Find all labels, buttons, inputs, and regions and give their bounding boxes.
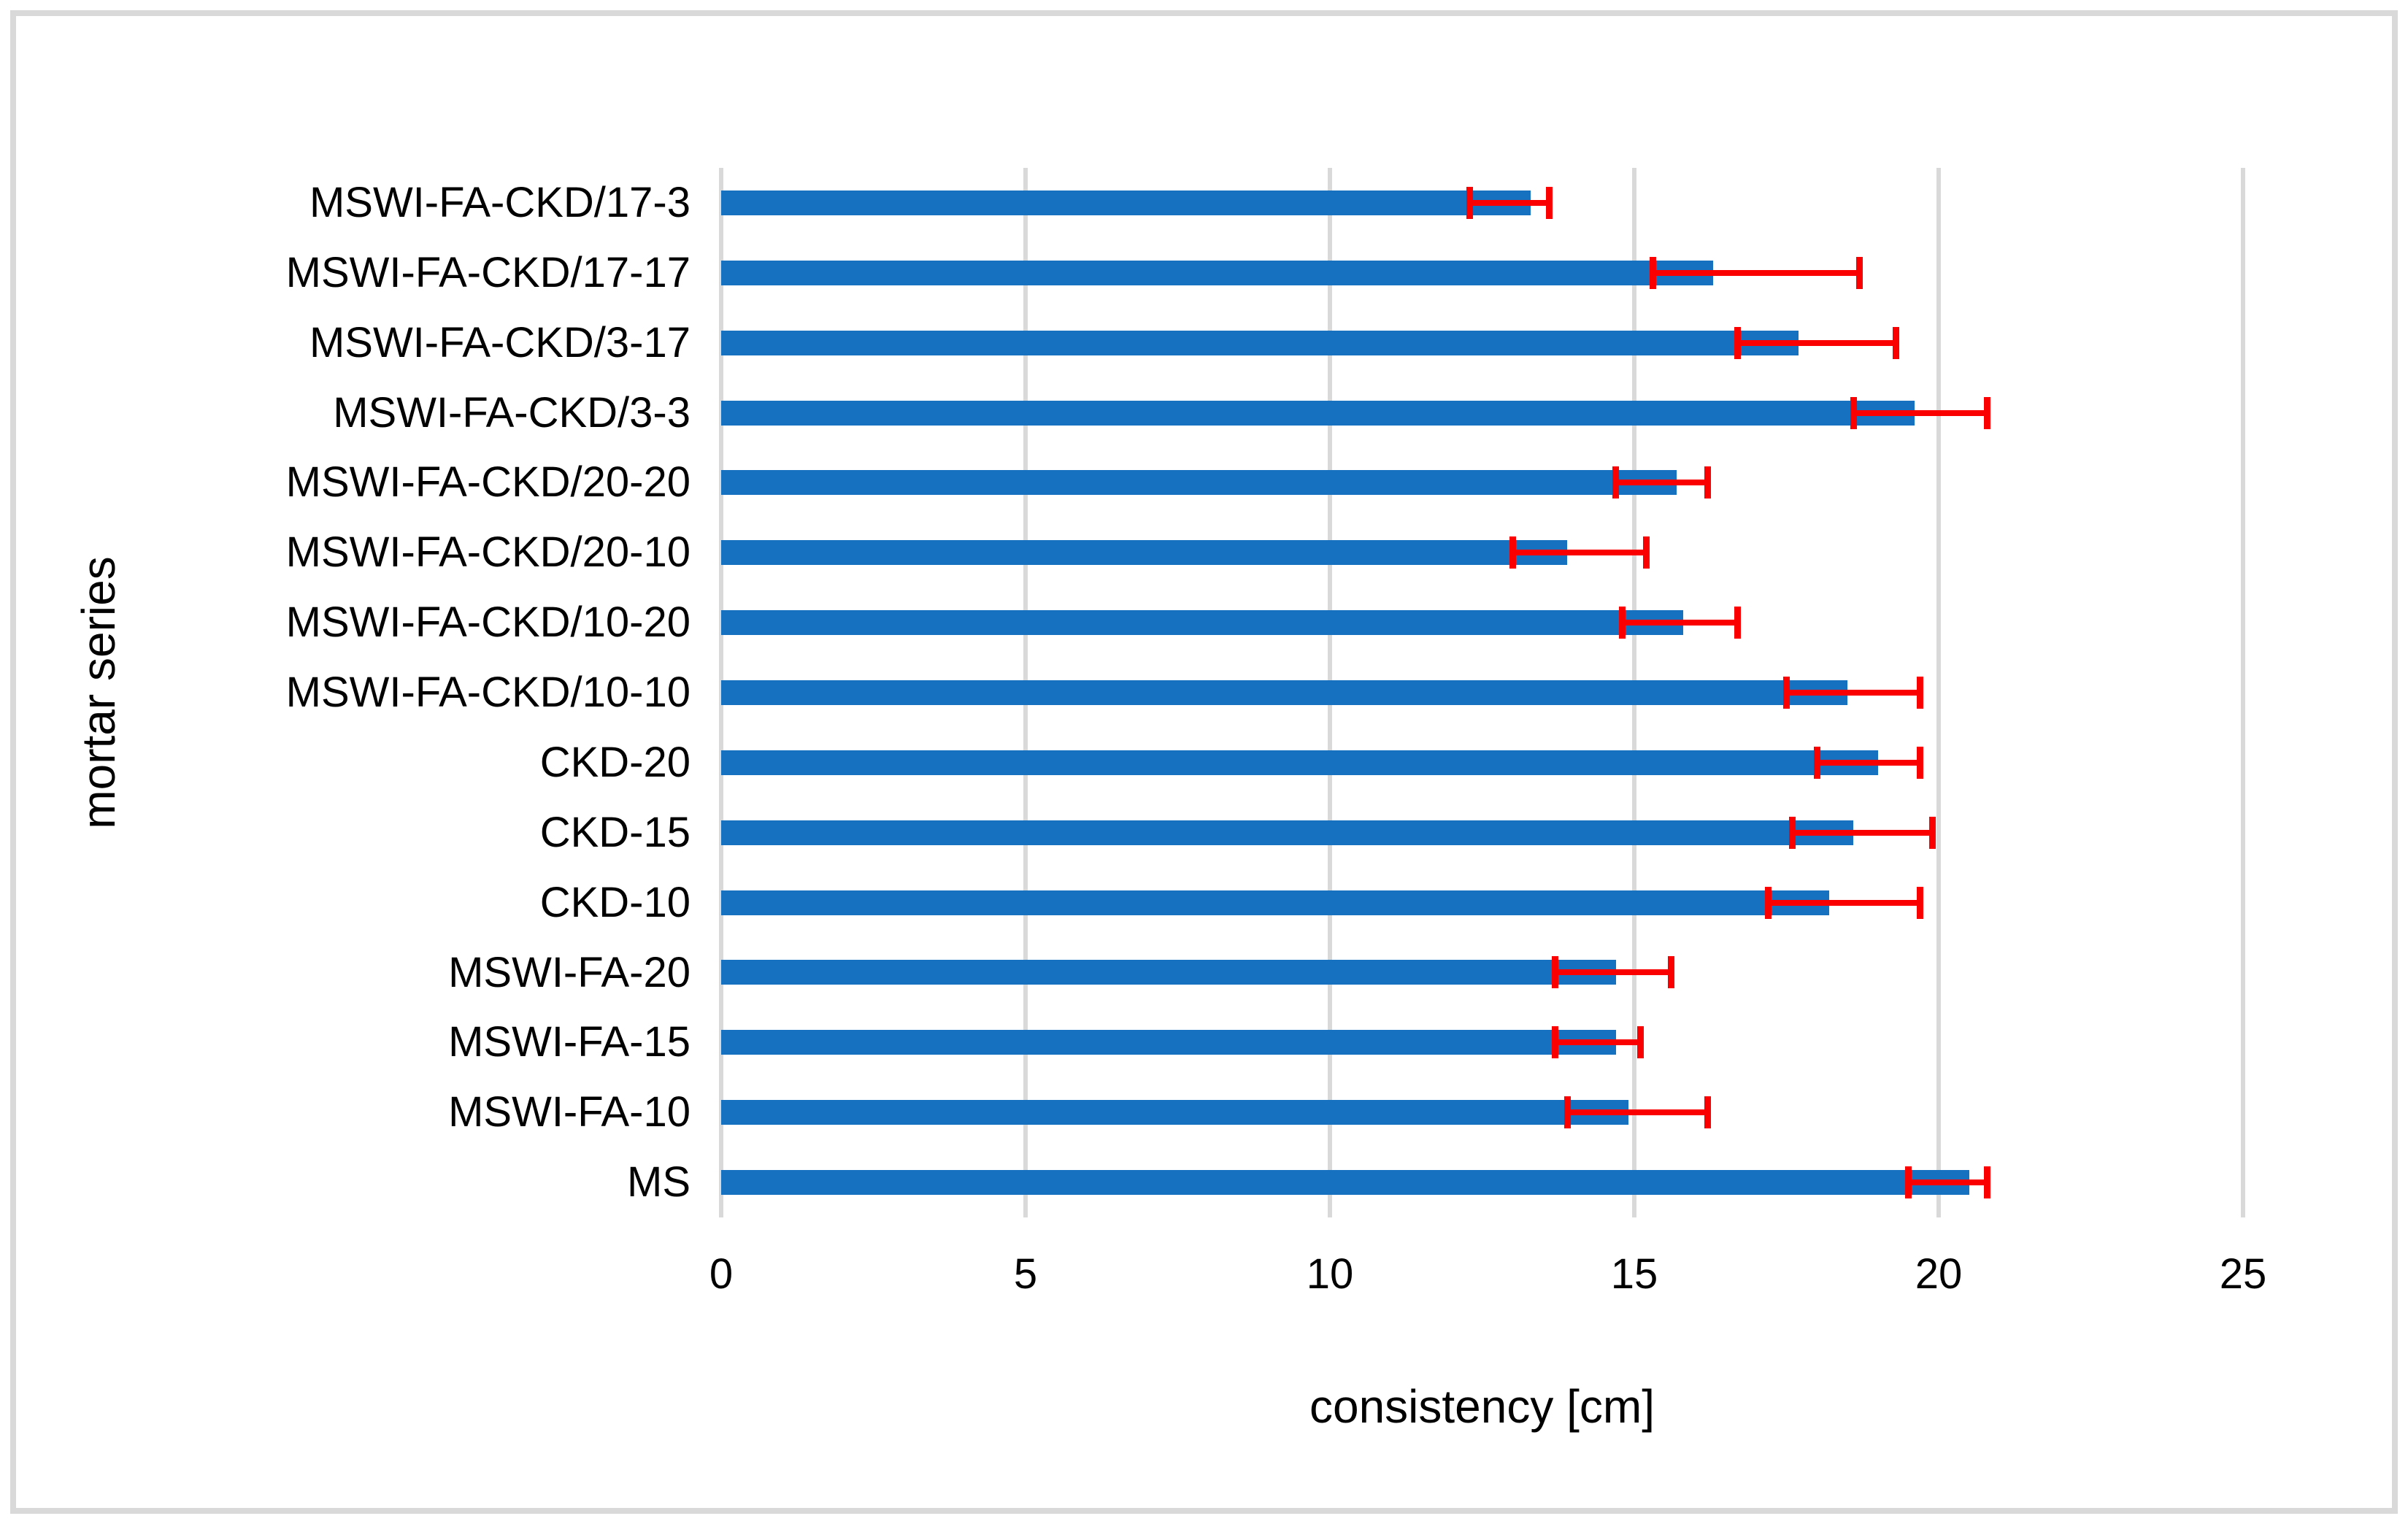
category-label-MSWI-FA-CKD/20-10: MSWI-FA-CKD/20-10 bbox=[285, 528, 691, 577]
category-label-MSWI-FA-CKD/17-17: MSWI-FA-CKD/17-17 bbox=[285, 248, 691, 296]
error-bar-cap-high-MSWI-FA-CKD/20-20 bbox=[1704, 466, 1711, 499]
error-bar-cap-low-MSWI-FA-20 bbox=[1552, 956, 1559, 989]
category-label-MSWI-FA-CKD/17-3: MSWI-FA-CKD/17-3 bbox=[309, 179, 691, 226]
error-bar-line-MSWI-FA-20 bbox=[1555, 969, 1672, 976]
error-bar-cap-high-MSWI-FA-CKD/3-17 bbox=[1893, 326, 1900, 359]
bar-MSWI-FA-CKD/17-3 bbox=[721, 190, 1531, 215]
error-bar-cap-high-CKD-20 bbox=[1917, 746, 1924, 779]
error-bar-cap-low-CKD-15 bbox=[1789, 816, 1796, 849]
error-bar-cap-low-MSWI-FA-10 bbox=[1563, 1096, 1571, 1129]
category-label-MSWI-FA-20: MSWI-FA-20 bbox=[448, 948, 691, 996]
x-tick-label-0: 0 bbox=[709, 1250, 734, 1298]
chart-outer-border bbox=[10, 10, 2398, 1514]
category-label-MSWI-FA-CKD/3-17: MSWI-FA-CKD/3-17 bbox=[309, 318, 691, 366]
error-bar-cap-low-MSWI-FA-CKD/10-10 bbox=[1783, 677, 1790, 709]
error-bar-cap-low-CKD-10 bbox=[1764, 886, 1772, 919]
error-bar-cap-high-MSWI-FA-CKD/10-10 bbox=[1917, 677, 1924, 709]
error-bar-cap-low-MS bbox=[1904, 1166, 1912, 1199]
x-tick-label-15: 15 bbox=[1610, 1250, 1658, 1298]
error-bar-cap-high-MSWI-FA-CKD/17-17 bbox=[1856, 256, 1863, 289]
error-bar-line-MSWI-FA-CKD/17-3 bbox=[1469, 199, 1550, 206]
x-tick-label-10: 10 bbox=[1306, 1250, 1354, 1298]
error-bar-cap-low-MSWI-FA-CKD/20-10 bbox=[1509, 536, 1516, 569]
bar-MSWI-FA-20 bbox=[721, 960, 1616, 985]
error-bar-line-MSWI-FA-CKD/10-10 bbox=[1786, 690, 1920, 696]
bar-CKD-20 bbox=[721, 750, 1878, 775]
bar-CKD-10 bbox=[721, 890, 1829, 915]
bar-MSWI-FA-CKD/3-3 bbox=[721, 400, 1915, 426]
error-bar-line-CKD-15 bbox=[1792, 829, 1933, 836]
error-bar-line-MSWI-FA-10 bbox=[1567, 1109, 1708, 1116]
error-bar-cap-low-MSWI-FA-15 bbox=[1552, 1026, 1559, 1059]
bar-MS bbox=[721, 1170, 1969, 1196]
category-label-MSWI-FA-15: MSWI-FA-15 bbox=[448, 1018, 691, 1066]
category-label-CKD-20: CKD-20 bbox=[539, 738, 691, 786]
error-bar-line-MSWI-FA-CKD/10-20 bbox=[1622, 620, 1738, 626]
bar-MSWI-FA-CKD/20-10 bbox=[721, 540, 1568, 566]
error-bar-cap-low-MSWI-FA-CKD/10-20 bbox=[1618, 607, 1626, 639]
category-label-MSWI-FA-CKD/10-10: MSWI-FA-CKD/10-10 bbox=[285, 669, 691, 717]
error-bar-cap-high-MSWI-FA-20 bbox=[1667, 956, 1674, 989]
gridline-x-20 bbox=[1936, 168, 1941, 1217]
error-bar-line-MSWI-FA-CKD/17-17 bbox=[1653, 269, 1860, 276]
y-axis-title: mortar series bbox=[72, 556, 125, 829]
category-label-MSWI-FA-CKD/20-20: MSWI-FA-CKD/20-20 bbox=[285, 458, 691, 507]
y-axis-category-labels: MSWI-FA-CKD/17-3 MSWI-FA-CKD/17-17 MSWI-FA… bbox=[0, 168, 701, 1217]
error-bar-line-CKD-10 bbox=[1768, 899, 1920, 906]
plot-area bbox=[719, 168, 2245, 1217]
bar-MSWI-FA-CKD/3-17 bbox=[721, 330, 1799, 355]
error-bar-cap-high-CKD-10 bbox=[1917, 886, 1924, 919]
error-bar-line-MSWI-FA-15 bbox=[1555, 1039, 1641, 1046]
error-bar-line-MSWI-FA-CKD/3-17 bbox=[1737, 339, 1896, 346]
category-label-MSWI-FA-CKD/10-20: MSWI-FA-CKD/10-20 bbox=[285, 599, 691, 647]
bar-MSWI-FA-CKD/10-20 bbox=[721, 610, 1683, 636]
error-bar-cap-high-MSWI-FA-CKD/3-3 bbox=[1984, 396, 1991, 429]
error-bar-cap-low-MSWI-FA-CKD/3-3 bbox=[1850, 396, 1857, 429]
error-bar-cap-high-MSWI-FA-CKD/20-10 bbox=[1643, 536, 1650, 569]
category-label-MSWI-FA-CKD/3-3: MSWI-FA-CKD/3-3 bbox=[333, 388, 691, 436]
error-bar-cap-high-MSWI-FA-15 bbox=[1636, 1026, 1644, 1059]
bar-MSWI-FA-15 bbox=[721, 1030, 1616, 1055]
error-bar-line-MSWI-FA-CKD/20-20 bbox=[1615, 480, 1708, 486]
x-tick-label-20: 20 bbox=[1915, 1250, 1963, 1298]
error-bar-cap-high-MSWI-FA-10 bbox=[1704, 1096, 1711, 1129]
error-bar-line-MSWI-FA-CKD/20-10 bbox=[1512, 550, 1647, 556]
error-bar-line-CKD-20 bbox=[1817, 759, 1920, 766]
x-axis-tick-labels: 0 5 10 15 20 25 bbox=[709, 1250, 2266, 1308]
bar-CKD-15 bbox=[721, 820, 1854, 845]
category-label-CKD-15: CKD-15 bbox=[539, 808, 691, 856]
bar-MSWI-FA-CKD/17-17 bbox=[721, 260, 1714, 285]
error-bar-cap-high-MSWI-FA-CKD/10-20 bbox=[1734, 607, 1742, 639]
category-label-MS: MS bbox=[627, 1158, 691, 1206]
error-bar-cap-high-CKD-15 bbox=[1929, 816, 1936, 849]
error-bar-cap-low-MSWI-FA-CKD/17-3 bbox=[1466, 186, 1474, 219]
error-bar-line-MS bbox=[1908, 1179, 1988, 1186]
gridline-x-25 bbox=[2241, 168, 2245, 1217]
x-tick-label-25: 25 bbox=[2219, 1250, 2267, 1298]
error-bar-line-MSWI-FA-CKD/3-3 bbox=[1853, 409, 1988, 416]
bar-MSWI-FA-CKD/20-20 bbox=[721, 470, 1677, 496]
category-label-MSWI-FA-10: MSWI-FA-10 bbox=[448, 1088, 691, 1136]
error-bar-cap-high-MSWI-FA-CKD/17-3 bbox=[1545, 186, 1553, 219]
x-tick-label-5: 5 bbox=[1013, 1250, 1038, 1298]
error-bar-cap-high-MS bbox=[1984, 1166, 1991, 1199]
x-axis-title: consistency [cm] bbox=[1309, 1380, 1655, 1433]
bar-MSWI-FA-CKD/10-10 bbox=[721, 680, 1847, 705]
error-bar-cap-low-MSWI-FA-CKD/17-17 bbox=[1649, 256, 1656, 289]
error-bar-cap-low-MSWI-FA-CKD/3-17 bbox=[1734, 326, 1742, 359]
error-bar-cap-low-MSWI-FA-CKD/20-20 bbox=[1612, 466, 1620, 499]
error-bar-cap-low-CKD-20 bbox=[1813, 746, 1820, 779]
bar-MSWI-FA-10 bbox=[721, 1100, 1628, 1125]
category-label-CKD-10: CKD-10 bbox=[539, 878, 691, 926]
